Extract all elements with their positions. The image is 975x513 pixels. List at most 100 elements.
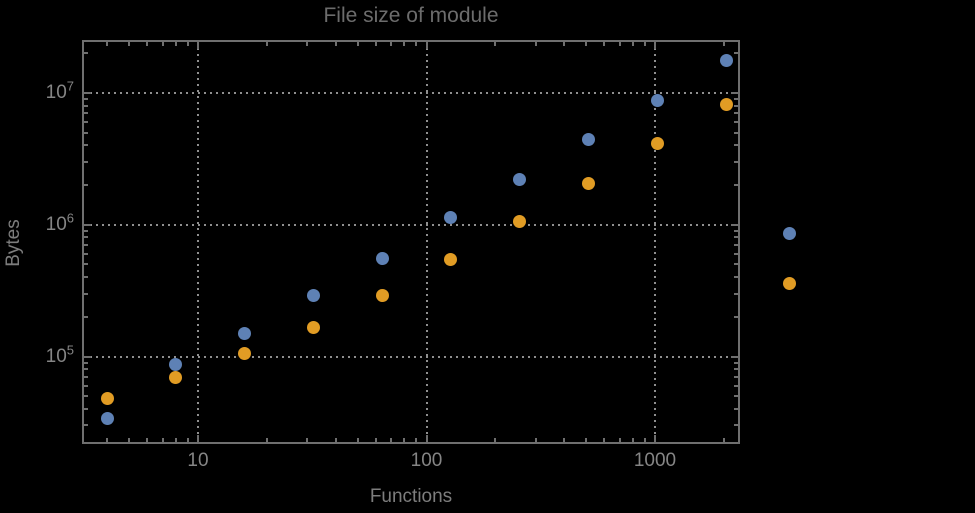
tick-mark — [734, 384, 738, 387]
tick-mark — [84, 244, 88, 247]
tick-mark — [563, 438, 566, 442]
tick-mark — [106, 438, 109, 442]
tick-mark — [494, 42, 497, 46]
tick-mark — [425, 42, 428, 49]
y-axis-label: Bytes — [3, 219, 24, 267]
data-point-series-1 — [719, 54, 733, 68]
tick-mark — [374, 42, 377, 46]
data-point-series-1 — [650, 93, 664, 107]
tick-mark — [534, 42, 537, 46]
tick-mark — [731, 223, 738, 226]
tick-mark — [84, 252, 88, 255]
data-point-series-2 — [444, 253, 458, 267]
data-point-series-2 — [375, 289, 389, 303]
tick-mark — [643, 42, 646, 46]
tick-mark — [618, 438, 621, 442]
tick-mark — [734, 229, 738, 232]
tick-mark — [334, 438, 337, 442]
tick-mark — [265, 42, 268, 46]
tick-mark — [84, 368, 88, 371]
tick-mark — [731, 355, 738, 358]
tick-mark — [84, 375, 88, 378]
tick-mark — [197, 435, 199, 442]
gridline-x-100 — [425, 42, 428, 442]
tick-mark — [146, 42, 149, 46]
tick-mark — [603, 42, 606, 46]
tick-mark — [425, 435, 428, 442]
tick-mark — [734, 112, 738, 115]
tick-mark — [734, 97, 738, 100]
tick-mark — [174, 438, 177, 442]
tick-mark — [84, 97, 88, 100]
data-point-series-2 — [169, 371, 183, 385]
data-point-series-1 — [169, 357, 183, 371]
tick-mark — [84, 121, 88, 124]
tick-mark — [734, 144, 738, 147]
tick-mark — [84, 395, 88, 398]
data-point-series-2 — [100, 392, 114, 405]
tick-mark — [84, 91, 91, 94]
tick-mark — [374, 438, 377, 442]
tick-mark — [356, 438, 359, 442]
tick-mark — [734, 375, 738, 378]
tick-mark — [390, 438, 393, 442]
tick-mark — [722, 438, 725, 442]
y-tick-label: 105 — [45, 342, 74, 367]
tick-mark — [643, 438, 646, 442]
tick-mark — [84, 223, 91, 226]
y-tick-label: 107 — [45, 78, 74, 103]
data-point-series-2 — [238, 346, 252, 360]
tick-mark — [734, 131, 738, 134]
tick-mark — [734, 361, 738, 364]
plot-frame — [82, 40, 740, 444]
tick-mark — [84, 52, 88, 55]
data-point-series-2 — [513, 215, 527, 229]
tick-mark — [186, 42, 189, 46]
tick-mark — [84, 144, 88, 147]
data-point-series-1 — [582, 133, 596, 147]
tick-mark — [84, 104, 88, 107]
gridline-x-1000 — [654, 42, 656, 442]
legend-marker-series-1 — [782, 226, 796, 240]
tick-mark — [734, 395, 738, 398]
tick-mark — [734, 184, 738, 187]
tick-mark — [84, 236, 88, 239]
tick-mark — [563, 42, 566, 46]
tick-mark — [84, 355, 91, 358]
data-point-series-1 — [306, 289, 320, 303]
y-tick-label: 106 — [45, 210, 74, 235]
tick-mark — [731, 91, 738, 94]
tick-mark — [306, 42, 309, 46]
tick-mark — [84, 263, 88, 266]
tick-mark — [84, 384, 88, 387]
tick-mark — [654, 42, 656, 49]
tick-mark — [84, 112, 88, 115]
tick-mark — [494, 438, 497, 442]
tick-mark — [265, 438, 268, 442]
tick-mark — [306, 438, 309, 442]
gridline-y-1e6 — [84, 223, 738, 226]
tick-mark — [415, 42, 418, 46]
tick-mark — [161, 42, 164, 46]
x-tick-label: 100 — [410, 450, 443, 471]
tick-mark — [631, 42, 634, 46]
data-point-series-1 — [375, 252, 389, 266]
x-tick-label: 10 — [187, 450, 209, 471]
tick-mark — [161, 438, 164, 442]
tick-mark — [403, 42, 406, 46]
data-point-series-2 — [719, 98, 733, 112]
tick-mark — [146, 438, 149, 442]
tick-mark — [186, 438, 189, 442]
tick-mark — [734, 236, 738, 239]
tick-mark — [128, 42, 131, 46]
tick-mark — [106, 42, 109, 46]
tick-mark — [84, 292, 88, 295]
tick-mark — [174, 42, 177, 46]
tick-mark — [603, 438, 606, 442]
tick-mark — [734, 407, 738, 410]
x-axis-label: Functions — [369, 486, 453, 507]
tick-mark — [84, 160, 88, 163]
data-point-series-2 — [582, 176, 596, 190]
tick-mark — [734, 315, 738, 318]
tick-mark — [403, 438, 406, 442]
